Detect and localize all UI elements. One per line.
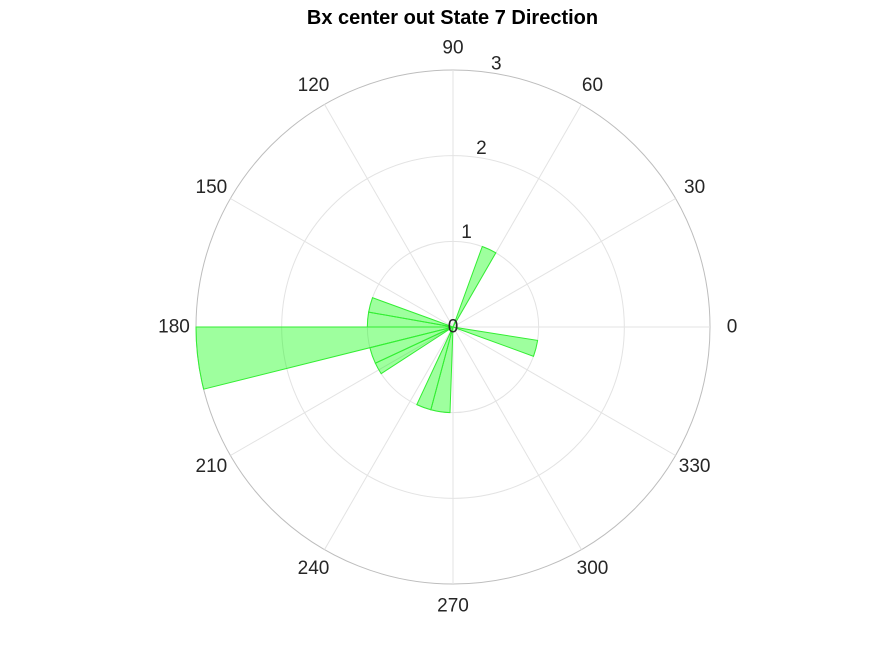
histogram-bar [452, 245, 497, 328]
angular-gridline [324, 104, 454, 328]
r-tick-label: 0 [448, 317, 459, 338]
theta-tick-label: 60 [582, 75, 603, 96]
histogram-bar [452, 326, 539, 357]
r-tick-label: 1 [461, 222, 472, 243]
chart-title: Bx center out State 7 Direction [306, 7, 599, 29]
r-tick-label: 3 [491, 53, 502, 74]
theta-tick-label: 330 [679, 456, 711, 477]
histogram-bar [430, 326, 454, 414]
angular-gridline [452, 326, 582, 550]
theta-tick-label: 150 [196, 177, 228, 198]
theta-tick-label: 300 [577, 558, 609, 579]
theta-tick-label: 210 [196, 456, 228, 477]
angular-gridline [452, 198, 676, 328]
theta-tick-label: 0 [727, 317, 738, 338]
angular-gridline [230, 198, 454, 328]
theta-tick-label: 270 [437, 596, 469, 617]
theta-tick-label: 90 [442, 38, 463, 59]
angular-gridline [230, 326, 454, 456]
angular-gridline [452, 326, 676, 456]
theta-tick-label: 30 [684, 177, 705, 198]
histogram-bars [195, 245, 539, 414]
axis-labels: 0 30 60 90 120 150 180 210 240 270 300 330 0 1 2 3 [158, 38, 737, 617]
theta-tick-label: 120 [298, 75, 330, 96]
theta-tick-label: 180 [158, 317, 190, 338]
theta-tick-label: 240 [298, 558, 330, 579]
histogram-bar [374, 326, 454, 375]
angular-gridline [324, 326, 454, 550]
r-tick-label: 2 [476, 138, 487, 159]
